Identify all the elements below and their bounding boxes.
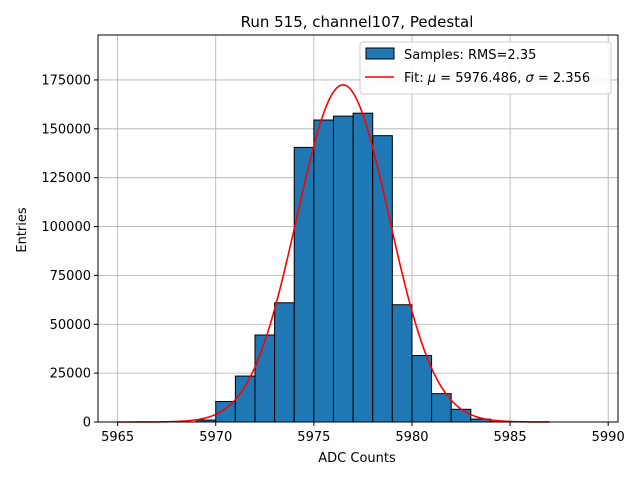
y-tick-label: 0: [83, 416, 91, 431]
y-tick-label: 175000: [41, 73, 91, 88]
y-axis-ticks: 0 25000 50000 75000 100000 125000 150000 175000: [41, 73, 98, 431]
y-tick-label: 75000: [50, 269, 91, 284]
x-tick-label: 5965: [101, 430, 134, 445]
fit-curve-group: [117, 84, 550, 423]
histogram-bar: [391, 304, 413, 423]
histogram-bar: [254, 334, 276, 423]
fit-curve: [117, 84, 550, 423]
x-axis-label: ADC Counts: [318, 451, 396, 466]
x-tick-label: 5970: [199, 430, 232, 445]
histogram-bars: [195, 112, 511, 423]
y-axis-label: Entries: [15, 207, 30, 253]
histogram-bar: [372, 135, 393, 423]
histogram-bar: [450, 408, 472, 423]
x-tick-label: 5975: [297, 430, 330, 445]
plot-frame: [97, 34, 619, 423]
x-tick-label: 5985: [494, 430, 527, 445]
histogram-bar: [332, 115, 354, 423]
histogram-bar: [352, 112, 374, 423]
x-axis-ticks: 5965 5970 5975 5980 5985 5990: [101, 422, 625, 445]
legend-label-fit: Fit: μ = 5976.486, σ = 2.356: [404, 71, 590, 86]
histogram-bar: [313, 119, 334, 423]
y-tick-label: 50000: [50, 318, 91, 333]
legend-label-samples: Samples: RMS=2.35: [404, 48, 536, 63]
x-tick-label: 5990: [592, 430, 625, 445]
x-tick-label: 5980: [395, 430, 428, 445]
histogram-bar: [411, 355, 433, 423]
histogram-bar: [274, 302, 295, 423]
legend-swatch-samples: [365, 47, 395, 60]
legend: Samples: RMS=2.35 Fit: μ = 5976.486, σ =…: [359, 41, 612, 95]
y-tick-label: 100000: [41, 220, 91, 235]
legend-box: [359, 41, 612, 95]
y-tick-label: 25000: [50, 367, 91, 382]
y-tick-label: 125000: [41, 171, 91, 186]
chart-title: Run 515, channel107, Pedestal: [241, 13, 474, 31]
y-tick-label: 150000: [41, 122, 91, 137]
histogram-bar: [215, 400, 236, 423]
histogram-bar: [234, 375, 256, 423]
